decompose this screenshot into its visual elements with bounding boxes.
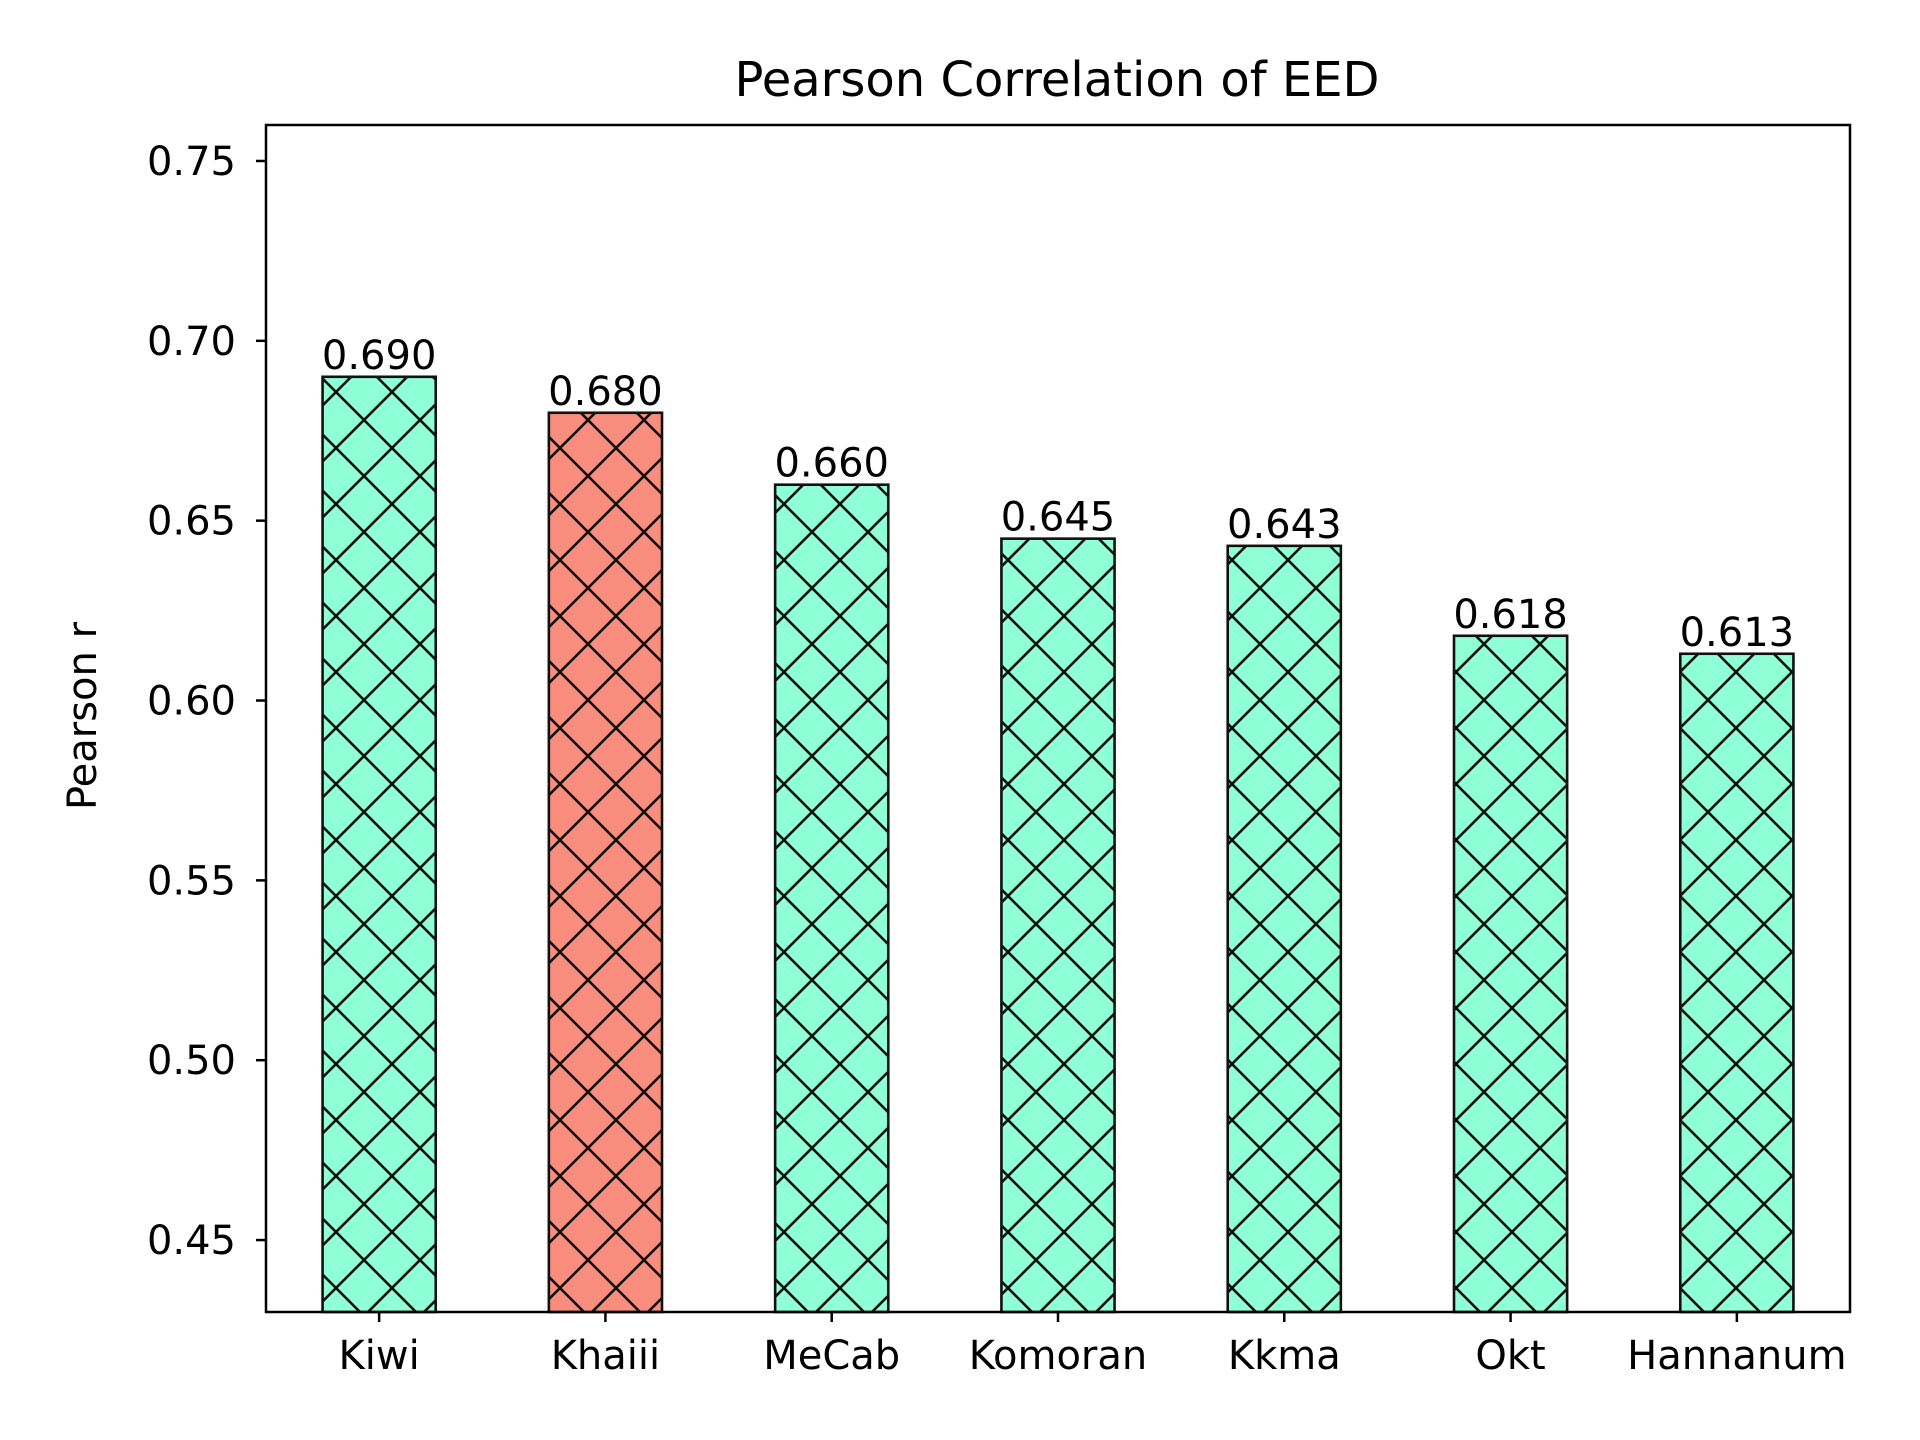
y-axis-label: Pearson r <box>60 621 106 810</box>
x-tick-label-khaiii: Khaiii <box>551 1333 660 1379</box>
value-label-kkma: 0.643 <box>1227 502 1342 548</box>
bar-group-komoran: 0.645 <box>1000 495 1116 1314</box>
bar-group-khaiii: 0.680 <box>547 369 664 1314</box>
x-tick-label-hannanum: Hannanum <box>1627 1333 1846 1379</box>
bar-hatch-okt <box>1454 635 1568 1312</box>
value-label-okt: 0.618 <box>1453 592 1568 638</box>
bar-hatch-mecab <box>775 484 889 1312</box>
y-tick-label: 0.70 <box>147 319 236 365</box>
bar-hatch-kiwi <box>322 376 436 1313</box>
value-label-komoran: 0.645 <box>1001 495 1116 541</box>
value-label-mecab: 0.660 <box>774 441 889 487</box>
value-label-kiwi: 0.690 <box>322 333 437 379</box>
x-tick-label-kiwi: Kiwi <box>339 1333 420 1379</box>
y-tick-label: 0.50 <box>147 1038 236 1084</box>
y-tick-label: 0.55 <box>147 858 236 904</box>
bar-group-okt: 0.618 <box>1452 592 1569 1314</box>
bar-hatch-hannanum <box>1680 653 1794 1312</box>
plot-area: 0.690 0.680 0.660 0.645 0.643 0.618 0.613 <box>321 333 1795 1314</box>
x-tick-label-komoran: Komoran <box>969 1333 1147 1379</box>
bar-group-mecab: 0.660 <box>773 441 890 1314</box>
bar-hatch-komoran <box>1001 538 1115 1312</box>
y-tick-label: 0.60 <box>147 679 236 725</box>
axis-ticks: Kiwi Khaiii MeCab Komoran Kkma Okt Hannanum 0.4… <box>147 139 1847 1379</box>
value-label-hannanum: 0.613 <box>1680 610 1795 656</box>
x-tick-label-mecab: MeCab <box>763 1333 900 1379</box>
x-tick-label-okt: Okt <box>1475 1333 1545 1379</box>
plot-frame <box>264 123 1852 1314</box>
value-label-khaiii: 0.680 <box>548 369 663 415</box>
bar-hatch-khaiii <box>548 412 662 1312</box>
bar-group-kkma: 0.643 <box>1226 502 1343 1314</box>
y-tick-label: 0.65 <box>147 499 236 545</box>
bar-group-kiwi: 0.690 <box>321 333 438 1314</box>
chart-title: Pearson Correlation of EED <box>734 52 1379 108</box>
x-tick-label-kkma: Kkma <box>1228 1333 1341 1379</box>
bar-hatch-kkma <box>1227 545 1341 1312</box>
bar-group-hannanum: 0.613 <box>1678 610 1795 1314</box>
y-tick-label: 0.45 <box>147 1218 236 1264</box>
y-tick-label: 0.75 <box>147 139 236 185</box>
